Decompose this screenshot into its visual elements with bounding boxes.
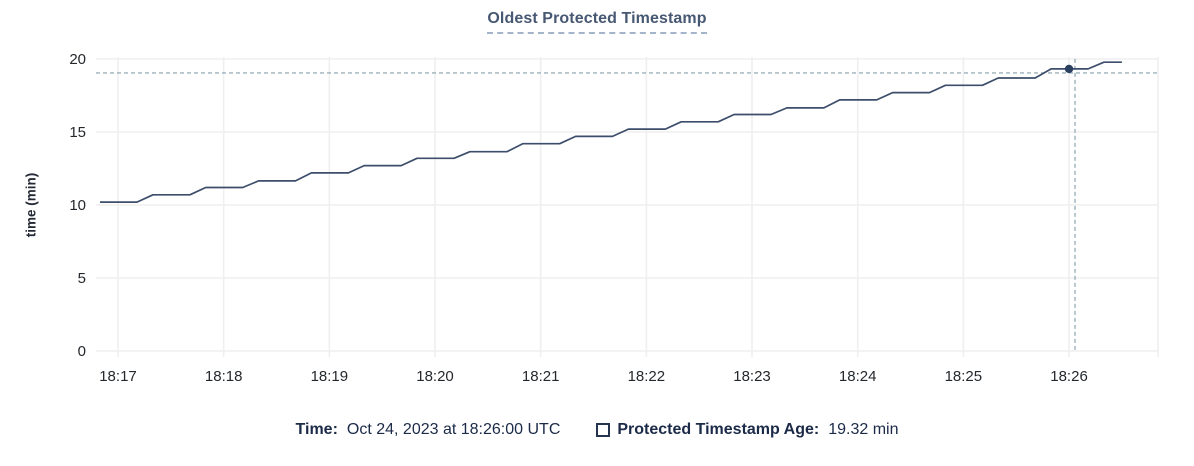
x-tick-label: 18:25: [945, 368, 983, 385]
y-tick-label: 20: [69, 51, 86, 68]
y-tick-label: 15: [69, 124, 86, 141]
y-tick-label: 5: [78, 270, 86, 287]
x-tick-label: 18:20: [416, 368, 454, 385]
x-tick-label: 18:19: [311, 368, 349, 385]
legend-series-swatch-icon[interactable]: [596, 423, 611, 437]
crosshair: [96, 58, 1158, 350]
x-tick-label: 18:17: [99, 368, 137, 385]
x-tick-label: 18:21: [522, 368, 560, 385]
chart-header: Oldest Protected Timestamp: [0, 10, 1194, 34]
x-tick-label: 18:24: [839, 368, 877, 385]
x-tick-label: 18:22: [628, 368, 666, 385]
y-grid: 0 5 10 15 20: [69, 51, 1158, 360]
legend-series-label: Protected Timestamp Age:: [617, 421, 820, 438]
legend-series-item[interactable]: Protected Timestamp Age: 19.32 min: [596, 421, 898, 439]
legend-time-label: Time:: [295, 421, 338, 438]
x-tick-label: 18:26: [1050, 368, 1088, 385]
x-tick-label: 18:23: [733, 368, 771, 385]
series-line: [100, 61, 1122, 203]
x-grid: 18:17 18:18 18:19 18:20 18:21 18:22 18:23 18:24…: [99, 57, 1159, 385]
chart-legend: Time: Oct 24, 2023 at 18:26:00 UTC Prote…: [0, 421, 1194, 439]
legend-time: Time: Oct 24, 2023 at 18:26:00 UTC: [296, 421, 561, 439]
legend-series-value: 19.32 min: [828, 421, 899, 438]
x-tick-label: 18:18: [205, 368, 243, 385]
y-tick-label: 10: [69, 197, 86, 214]
chart-title[interactable]: Oldest Protected Timestamp: [487, 10, 707, 34]
hover-dot: [1064, 64, 1074, 74]
legend-time-value: Oct 24, 2023 at 18:26:00 UTC: [346, 421, 561, 438]
y-tick-label: 0: [78, 343, 86, 360]
